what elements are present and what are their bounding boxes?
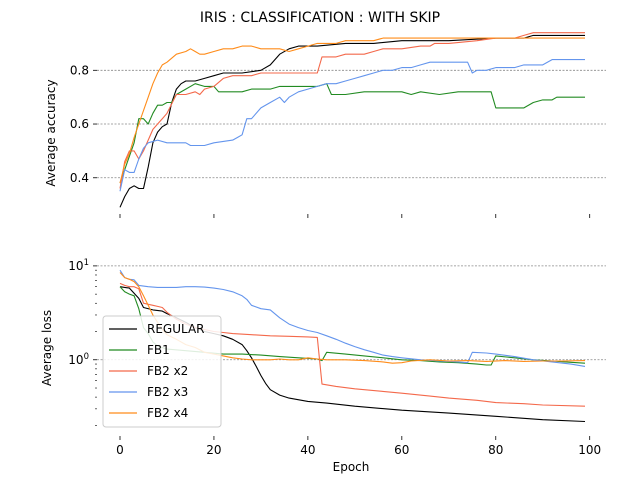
- accuracy-panel: 0.4 0.6 0.8: [70, 32, 606, 218]
- chart-title: IRIS : CLASSIFICATION : WITH SKIP: [200, 10, 440, 26]
- legend-entry: FB1: [147, 343, 170, 357]
- series-line-fb2-x2: [119, 282, 586, 407]
- x-tick-label: 100: [578, 443, 601, 457]
- loss-y-axis-label: Average loss: [40, 310, 54, 386]
- y-tick-label: 0.6: [70, 117, 89, 131]
- series-line-fb2-x4: [119, 272, 586, 364]
- series-line-fb2-x3: [119, 59, 585, 192]
- series-line-fb1: [119, 83, 585, 184]
- series-line-regular: [119, 286, 586, 423]
- x-tick-label: 20: [206, 443, 221, 457]
- x-tick-label: 60: [394, 443, 409, 457]
- legend-entry: REGULAR: [147, 322, 205, 336]
- legend-entry: FB2 x2: [147, 364, 188, 378]
- y-tick-label: 101: [68, 258, 89, 273]
- x-tick-label: 0: [116, 443, 124, 457]
- series-line-regular: [119, 34, 585, 208]
- legend-entry: FB2 x3: [147, 385, 188, 399]
- legend-box: [102, 315, 222, 428]
- series-line-fb2-x3: [119, 269, 586, 367]
- x-axis-label: Epoch: [333, 460, 370, 474]
- legend-entry: FB2 x4: [147, 406, 188, 420]
- x-tick-label: 40: [300, 443, 315, 457]
- x-tick-label: 80: [488, 443, 503, 457]
- series-line-fb2-x2: [119, 32, 585, 189]
- legend: REGULAR FB1 FB2 x2 FB2 x3 FB2 x4: [102, 315, 222, 428]
- y-tick-label: 100: [68, 352, 89, 367]
- y-tick-label: 0.8: [70, 63, 89, 77]
- accuracy-y-axis-label: Average accuracy: [44, 79, 58, 186]
- series-line-fb2-x4: [119, 37, 585, 184]
- y-tick-label: 0.4: [70, 171, 89, 185]
